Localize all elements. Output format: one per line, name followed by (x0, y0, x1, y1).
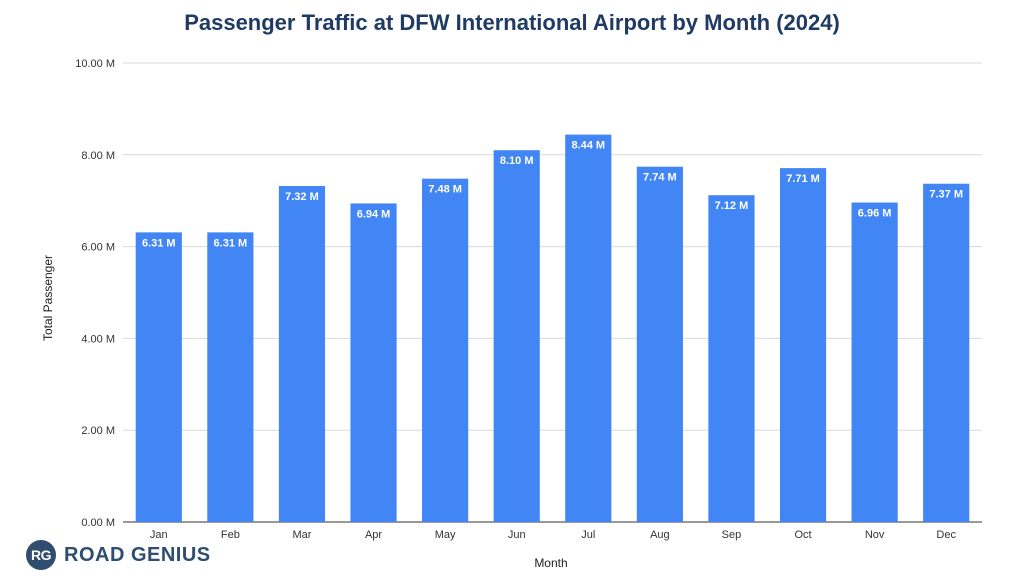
data-labels: 6.31 M 6.31 M 7.32 M 6.94 M 7.48 M 8.10 M 8.44… (142, 140, 963, 250)
gridlines (123, 62, 982, 523)
x-tick-label-apr: Apr (365, 529, 382, 541)
x-tick-label-nov: Nov (865, 529, 885, 541)
x-axis-ticks: Jan Feb Mar Apr May Jun Jul Aug Sep Oct Nov Dec (150, 529, 957, 541)
bar-dec (923, 183, 970, 523)
data-label-may: 7.48 M (428, 184, 462, 196)
bar-jan (135, 232, 182, 522)
x-tick-label-jul: Jul (581, 529, 595, 541)
bar-may (422, 178, 469, 522)
road-genius-watermark: RG ROAD GENIUS (26, 540, 211, 570)
data-label-jul: 8.44 M (571, 140, 605, 152)
data-label-sep: 7.12 M (715, 200, 749, 212)
data-label-jan: 6.31 M (142, 237, 176, 249)
y-tick-label: 10.00 M (75, 58, 115, 70)
data-label-mar: 7.32 M (285, 191, 319, 203)
x-tick-label-may: May (435, 529, 456, 541)
y-axis-label: Total Passenger (41, 255, 55, 341)
x-tick-label-sep: Sep (722, 529, 742, 541)
x-tick-label-feb: Feb (221, 529, 240, 541)
chart-title: Passenger Traffic at DFW International A… (184, 10, 840, 35)
x-tick-label-jan: Jan (150, 529, 168, 541)
bar-apr (350, 203, 397, 523)
x-tick-label-jun: Jun (508, 529, 526, 541)
x-axis-label: Month (534, 556, 567, 570)
y-tick-label: 0.00 M (81, 517, 115, 529)
y-tick-label: 4.00 M (81, 333, 115, 345)
data-label-apr: 6.94 M (357, 208, 391, 220)
x-tick-label-aug: Aug (650, 529, 670, 541)
y-tick-label: 8.00 M (81, 150, 115, 162)
data-label-nov: 6.96 M (858, 208, 892, 220)
y-tick-label: 6.00 M (81, 242, 115, 254)
data-label-dec: 7.37 M (929, 189, 963, 201)
bar-sep (708, 195, 755, 522)
road-genius-logo-icon: RG (26, 540, 56, 570)
bar-aug (636, 166, 683, 522)
data-label-feb: 6.31 M (214, 237, 248, 249)
x-tick-label-dec: Dec (936, 529, 956, 541)
data-label-jun: 8.10 M (500, 155, 534, 167)
x-tick-label-oct: Oct (794, 529, 811, 541)
bar-oct (779, 168, 827, 522)
data-label-aug: 7.74 M (643, 172, 677, 184)
bar-feb (207, 232, 254, 522)
bar-nov (851, 202, 898, 522)
bar-jun (493, 150, 540, 522)
road-genius-wordmark: ROAD GENIUS (64, 543, 211, 566)
x-tick-label-mar: Mar (292, 529, 311, 541)
data-label-oct: 7.71 M (786, 173, 820, 185)
bar-mar (278, 186, 326, 522)
bar-jul (565, 134, 612, 522)
y-axis-ticks: 0.00 M 2.00 M 4.00 M 6.00 M 8.00 M 10.00 M (75, 58, 115, 529)
y-tick-label: 2.00 M (81, 425, 115, 437)
bars (135, 134, 970, 523)
